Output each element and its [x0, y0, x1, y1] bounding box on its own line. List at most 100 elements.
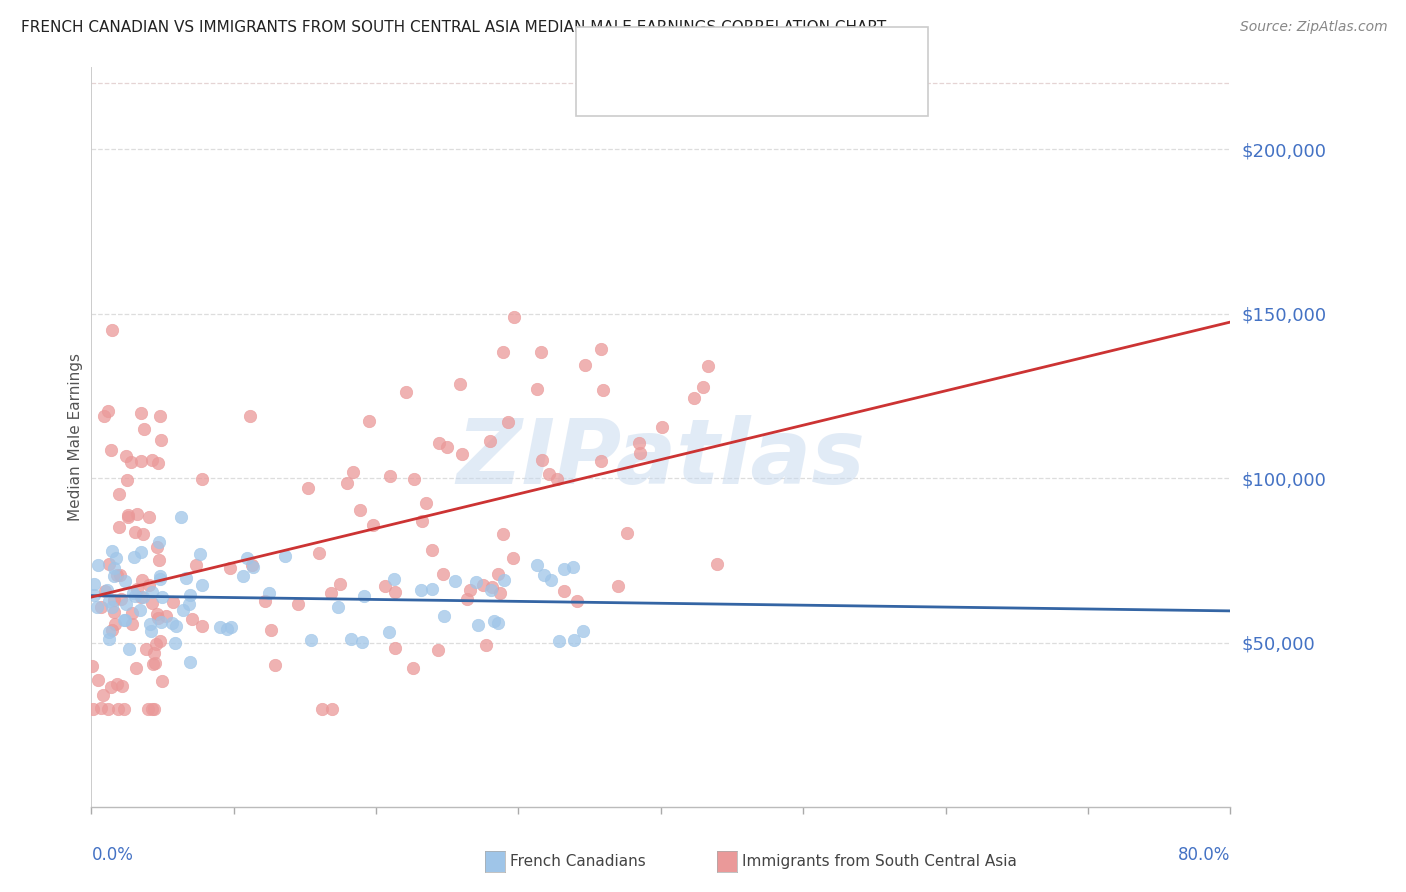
Text: 0.0%: 0.0%: [91, 847, 134, 864]
Point: [136, 701, 159, 715]
Point: [165, 619, 187, 633]
Point: [548, 633, 571, 648]
Point: [395, 385, 418, 400]
Point: [103, 568, 125, 582]
Point: [138, 578, 160, 592]
Point: [382, 573, 405, 587]
Point: [139, 617, 162, 632]
Point: [329, 577, 352, 591]
Point: [235, 551, 257, 566]
Point: [129, 603, 152, 617]
Point: [121, 606, 143, 620]
Point: [191, 472, 214, 486]
Point: [177, 597, 200, 611]
Point: [239, 409, 262, 424]
Point: [125, 507, 148, 521]
Point: [486, 567, 509, 582]
Point: [415, 496, 437, 510]
Point: [628, 435, 651, 450]
Point: [145, 637, 167, 651]
Point: [125, 661, 148, 675]
Point: [526, 558, 548, 573]
Point: [117, 642, 139, 657]
Point: [179, 655, 201, 669]
Point: [163, 636, 186, 650]
Point: [299, 633, 322, 648]
Point: [481, 580, 503, 594]
Point: [148, 610, 170, 624]
Point: [131, 454, 153, 468]
Point: [117, 510, 139, 524]
Point: [111, 679, 134, 693]
Point: [607, 579, 630, 593]
Point: [103, 593, 125, 607]
Point: [488, 586, 510, 600]
Point: [411, 514, 433, 528]
Point: [132, 590, 155, 604]
Point: [115, 597, 138, 611]
Point: [141, 585, 163, 599]
Point: [87, 558, 110, 572]
Point: [564, 632, 586, 647]
Point: [148, 535, 170, 549]
Point: [97, 593, 120, 607]
Point: [486, 615, 509, 630]
Point: [184, 558, 207, 573]
Point: [149, 572, 172, 586]
Point: [311, 701, 333, 715]
Point: [218, 561, 240, 575]
Point: [350, 635, 373, 649]
Point: [155, 608, 177, 623]
Point: [432, 567, 454, 582]
Point: [538, 467, 561, 482]
Point: [427, 436, 450, 450]
Point: [114, 613, 136, 627]
Point: [160, 615, 183, 630]
Point: [135, 642, 157, 657]
Point: [359, 414, 381, 428]
Point: [274, 549, 297, 563]
Point: [503, 310, 526, 324]
Point: [443, 574, 465, 589]
Point: [374, 579, 396, 593]
Point: [353, 590, 375, 604]
Point: [321, 701, 343, 715]
Point: [253, 593, 276, 607]
Point: [150, 615, 173, 629]
Point: [104, 616, 127, 631]
Point: [287, 597, 309, 611]
Point: [138, 509, 160, 524]
Point: [209, 620, 232, 634]
Point: [110, 591, 132, 606]
Point: [179, 588, 201, 602]
Point: [108, 520, 131, 534]
Point: [149, 409, 172, 423]
Point: [540, 573, 562, 587]
Point: [242, 559, 264, 574]
Point: [173, 603, 195, 617]
Point: [94, 583, 117, 598]
Point: [308, 546, 330, 560]
Point: [129, 590, 152, 604]
Text: Immigrants from South Central Asia: Immigrants from South Central Asia: [742, 855, 1018, 869]
Point: [150, 590, 173, 604]
Text: Source: ZipAtlas.com: Source: ZipAtlas.com: [1240, 20, 1388, 34]
Point: [572, 624, 595, 638]
Text: French Canadians: French Canadians: [510, 855, 647, 869]
Point: [146, 607, 169, 621]
Point: [492, 345, 515, 359]
Point: [479, 582, 502, 597]
Point: [450, 447, 472, 461]
Point: [449, 376, 471, 391]
Point: [342, 465, 364, 479]
Point: [141, 597, 163, 611]
Point: [260, 623, 283, 637]
Point: [98, 632, 121, 646]
Point: [97, 701, 120, 715]
Point: [553, 584, 575, 599]
Point: [145, 541, 167, 555]
Point: [142, 701, 165, 715]
Point: [472, 578, 495, 592]
Point: [141, 624, 163, 638]
Point: [336, 475, 359, 490]
